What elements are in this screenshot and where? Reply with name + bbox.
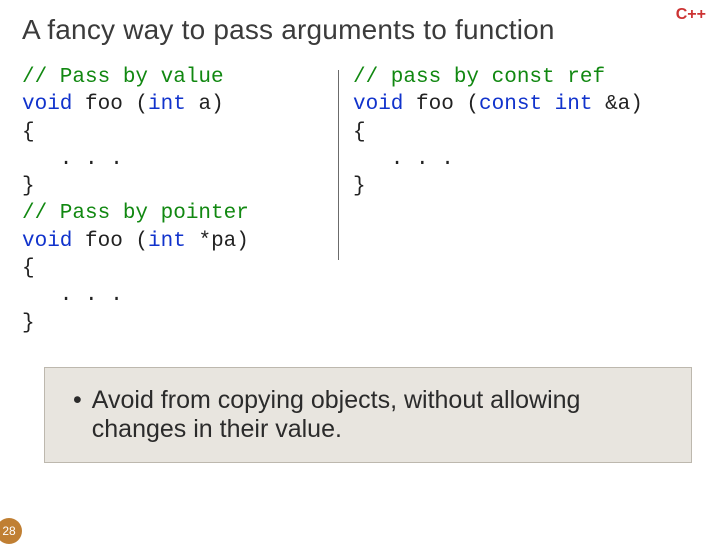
bullet-text: Avoid from copying objects, without allo… xyxy=(92,386,673,444)
code-keyword: int xyxy=(148,93,186,116)
slide: C++ A fancy way to pass arguments to fun… xyxy=(0,0,720,540)
code-keyword: void xyxy=(353,93,403,116)
code-text: a) xyxy=(186,93,224,116)
code-text: . . . xyxy=(22,148,123,171)
code-left-column: // Pass by value void foo (int a) { . . … xyxy=(22,64,332,337)
code-comment: // pass by const ref xyxy=(353,66,605,89)
cpp-badge: C++ xyxy=(676,6,706,24)
code-comment: // Pass by pointer xyxy=(22,202,249,225)
code-text: foo ( xyxy=(72,230,148,253)
column-divider xyxy=(338,70,339,260)
code-text: &a) xyxy=(605,93,643,116)
code-text: } xyxy=(22,175,35,198)
code-text: { xyxy=(22,121,35,144)
code-text: *pa) xyxy=(186,230,249,253)
code-text: { xyxy=(22,257,35,280)
code-keyword: const int xyxy=(479,93,605,116)
code-text: { xyxy=(353,121,366,144)
code-keyword: void xyxy=(22,93,72,116)
code-keyword: void xyxy=(22,230,72,253)
code-text: } xyxy=(353,175,366,198)
note-box: • Avoid from copying objects, without al… xyxy=(44,367,692,463)
code-columns: // Pass by value void foo (int a) { . . … xyxy=(22,64,698,337)
code-keyword: int xyxy=(148,230,186,253)
page-number: 28 xyxy=(0,518,22,544)
code-right-column: // pass by const ref void foo (const int… xyxy=(353,64,698,337)
code-comment: // Pass by value xyxy=(22,66,224,89)
bullet-item: • Avoid from copying objects, without al… xyxy=(73,386,673,444)
code-text: . . . xyxy=(353,148,454,171)
code-text: foo ( xyxy=(72,93,148,116)
slide-title: A fancy way to pass arguments to functio… xyxy=(22,14,698,46)
code-text: foo ( xyxy=(403,93,479,116)
bullet-icon: • xyxy=(73,386,82,444)
code-text: . . . xyxy=(22,284,123,307)
code-text: } xyxy=(22,312,35,335)
